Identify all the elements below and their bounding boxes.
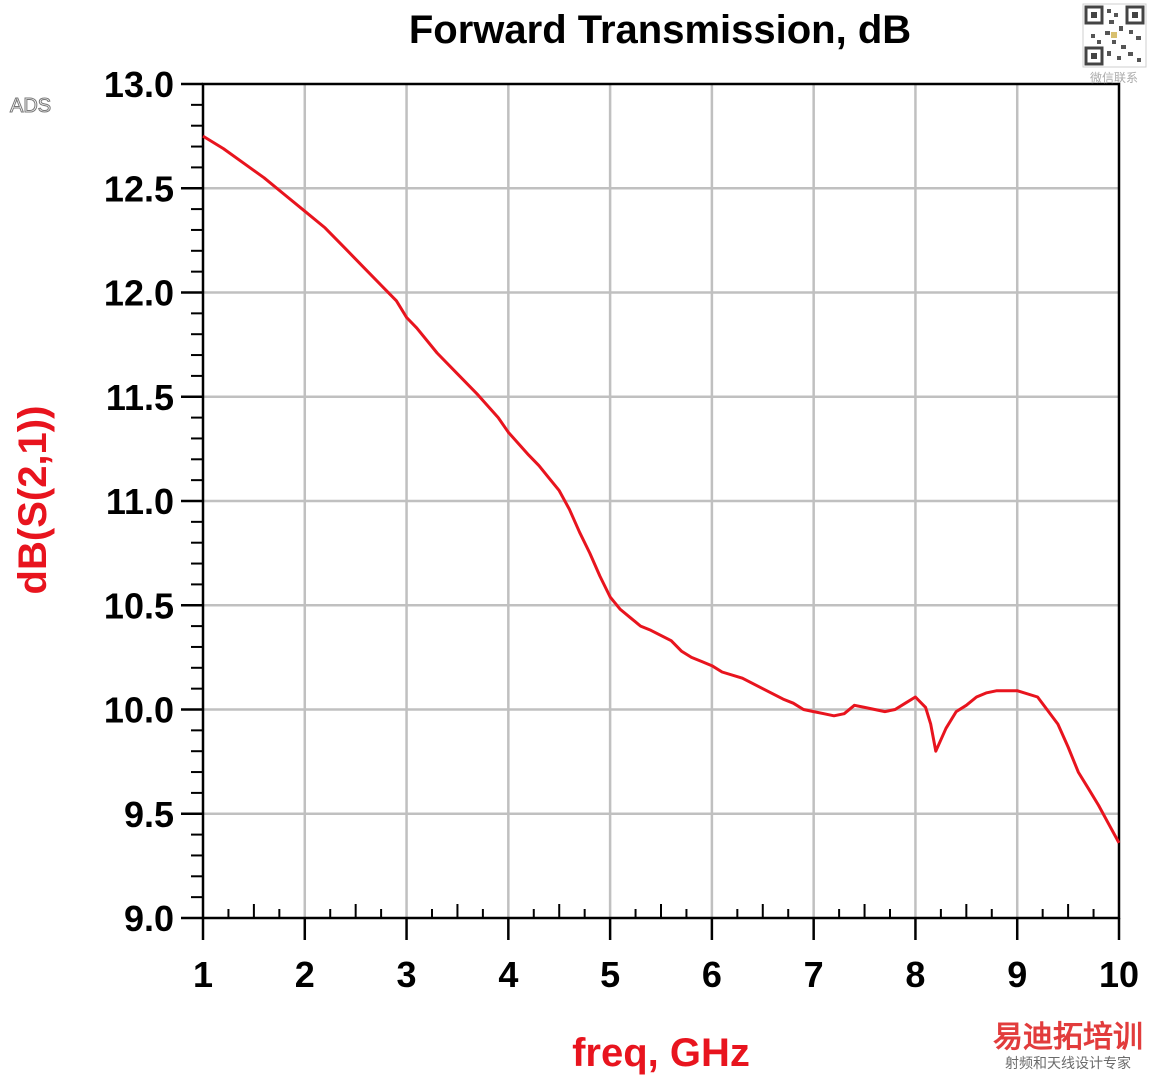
ads-badge: ADS bbox=[10, 95, 51, 117]
qr-caption: 微信联系 bbox=[1090, 71, 1138, 85]
x-tick-label: 5 bbox=[600, 954, 620, 995]
x-tick-label: 4 bbox=[498, 954, 518, 995]
x-tick-label: 7 bbox=[804, 954, 824, 995]
x-tick-label: 1 bbox=[193, 954, 213, 995]
y-tick-label: 9.0 bbox=[124, 898, 174, 939]
series-layer bbox=[202, 134, 1121, 844]
x-tick-label: 10 bbox=[1099, 954, 1139, 995]
plot-frame bbox=[201, 82, 1121, 920]
y-tick-label: 10.5 bbox=[104, 585, 174, 626]
minor-tick-layer bbox=[181, 82, 1121, 940]
x-tick-labels: 1 2 3 4 5 6 7 8 9 10 bbox=[193, 954, 1139, 995]
y-tick-label: 11.5 bbox=[106, 377, 174, 418]
y-tick-label: 13.0 bbox=[104, 64, 174, 105]
x-tick-label: 9 bbox=[1007, 954, 1027, 995]
brand-watermark: 易迪拓培训 bbox=[993, 1020, 1143, 1054]
series-line-0 bbox=[202, 134, 1121, 844]
y-tick-label: 11.0 bbox=[106, 481, 174, 522]
x-tick-label: 2 bbox=[295, 954, 315, 995]
chart-title: Forward Transmission, dB bbox=[409, 8, 911, 52]
qr-code-watermark bbox=[1082, 3, 1147, 68]
brand-tagline: 射频和天线设计专家 bbox=[1005, 1055, 1131, 1071]
x-tick-label: 8 bbox=[905, 954, 925, 995]
x-axis-label: freq, GHz bbox=[572, 1031, 750, 1075]
x-tick-label: 6 bbox=[702, 954, 722, 995]
y-tick-label: 12.0 bbox=[104, 273, 174, 314]
y-tick-label: 10.0 bbox=[104, 690, 174, 731]
y-tick-label: 9.5 bbox=[124, 794, 174, 835]
y-tick-label: 12.5 bbox=[104, 168, 174, 209]
y-axis-label: dB(S(2,1)) bbox=[11, 406, 55, 595]
x-tick-label: 3 bbox=[397, 954, 417, 995]
y-tick-labels: 9.0 9.5 10.0 10.5 11.0 11.5 12.0 12.5 13.0 bbox=[104, 64, 174, 939]
grid-layer bbox=[203, 84, 1119, 918]
